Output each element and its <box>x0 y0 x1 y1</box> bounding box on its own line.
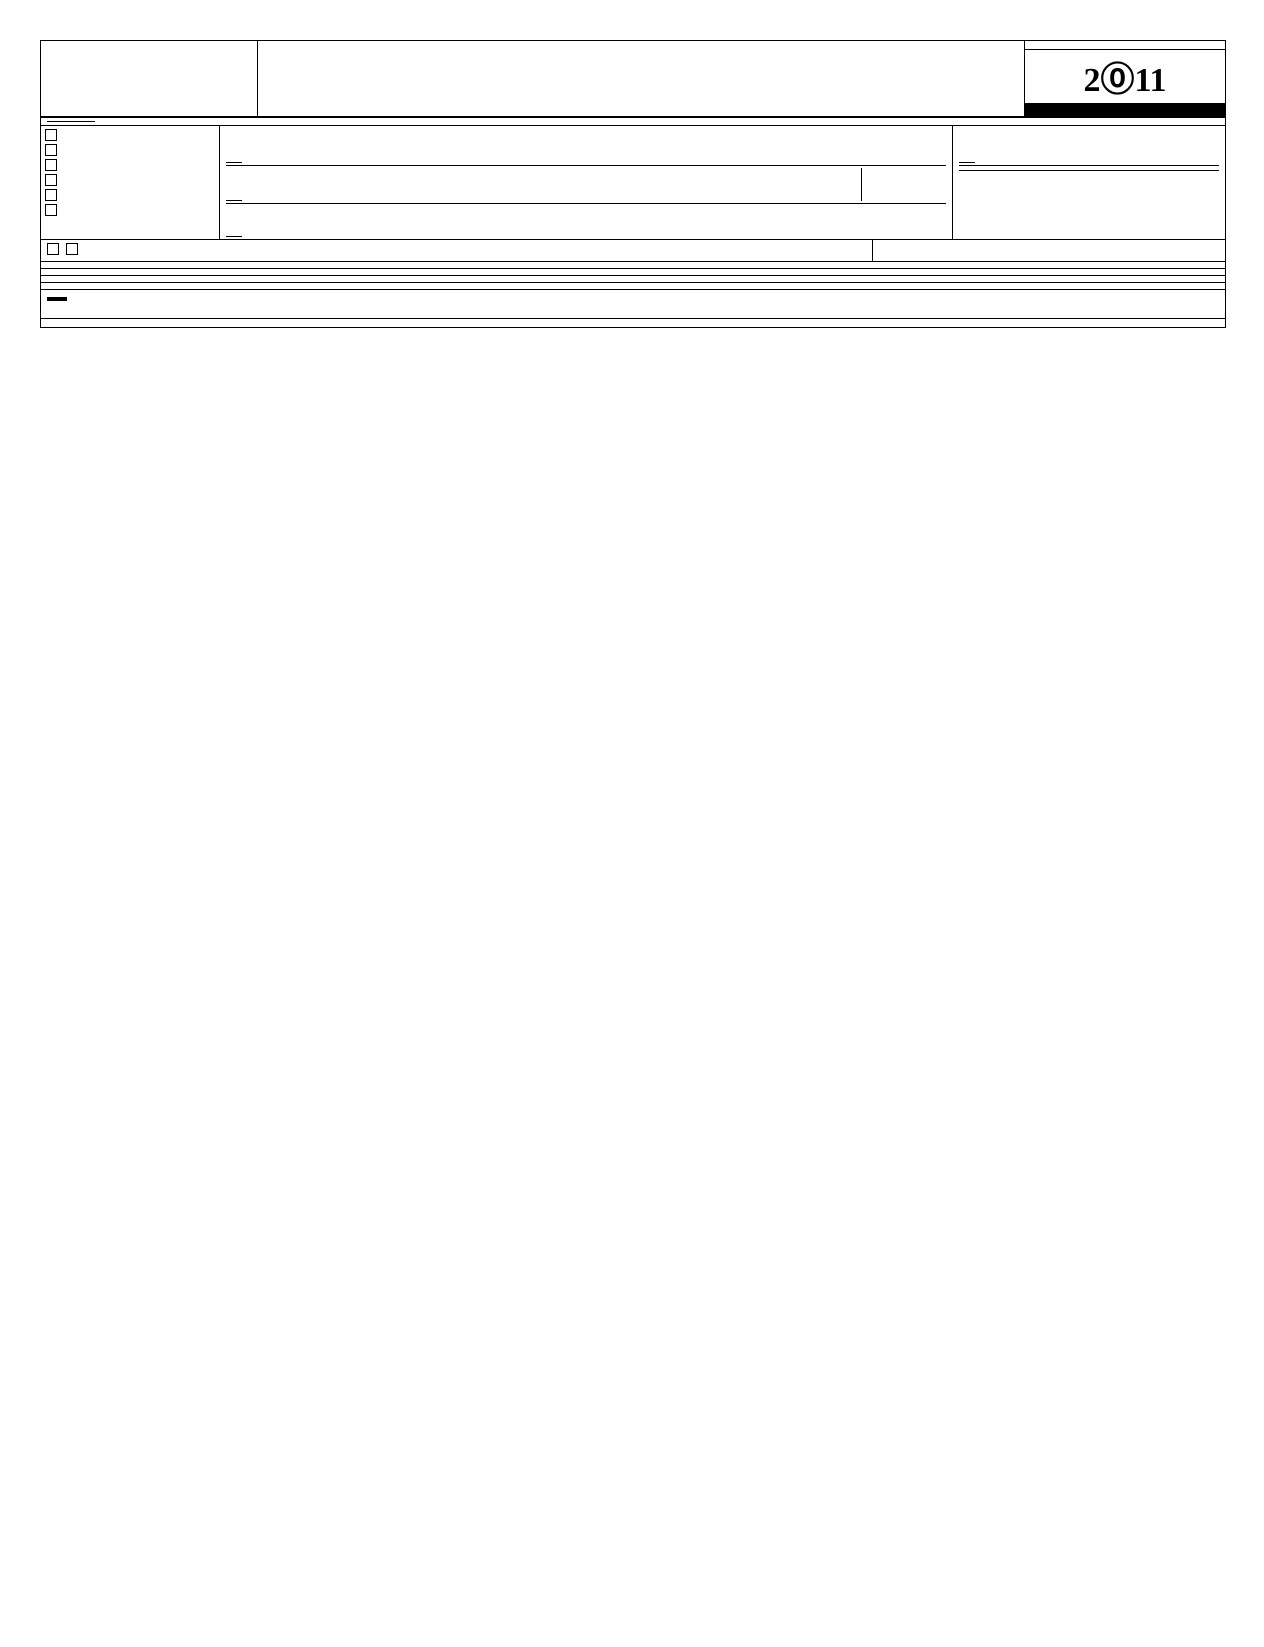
title-box <box>258 41 1024 116</box>
check-cash[interactable] <box>47 243 59 255</box>
section-l <box>41 283 1225 290</box>
year-begin[interactable] <box>47 121 63 122</box>
right-box: 2⓪11 <box>1024 41 1225 116</box>
section-k <box>41 276 1225 283</box>
ein[interactable] <box>959 142 975 163</box>
form-990ez: 2⓪11 <box>40 40 1226 328</box>
section-c <box>220 126 953 239</box>
org-name[interactable] <box>226 142 242 163</box>
section-a <box>41 118 1225 126</box>
section-b <box>41 126 220 239</box>
section-j <box>41 269 1225 276</box>
part1-header <box>41 290 1225 319</box>
section-h <box>872 240 1225 261</box>
header: 2⓪11 <box>41 41 1225 118</box>
omb-number <box>1025 41 1225 50</box>
year-end[interactable] <box>63 121 79 122</box>
year-val[interactable] <box>79 121 95 122</box>
open-to-public <box>1025 104 1225 116</box>
check-terminated[interactable] <box>45 174 57 186</box>
check-address[interactable] <box>45 129 57 141</box>
section-b-list <box>45 129 215 218</box>
check-initial[interactable] <box>45 159 57 171</box>
city[interactable] <box>226 216 242 237</box>
part1-label <box>47 297 67 301</box>
street[interactable] <box>226 180 242 201</box>
row-bcd <box>41 126 1225 240</box>
tax-year: 2⓪11 <box>1025 50 1225 104</box>
section-i <box>41 262 1225 269</box>
section-def <box>953 126 1225 239</box>
check-name[interactable] <box>45 144 57 156</box>
section-g <box>41 240 872 261</box>
footer <box>41 319 1225 327</box>
check-amended[interactable] <box>45 189 57 201</box>
form-number-box <box>41 41 258 116</box>
row-gh <box>41 240 1225 262</box>
check-pending[interactable] <box>45 204 57 216</box>
check-accrual[interactable] <box>66 243 78 255</box>
